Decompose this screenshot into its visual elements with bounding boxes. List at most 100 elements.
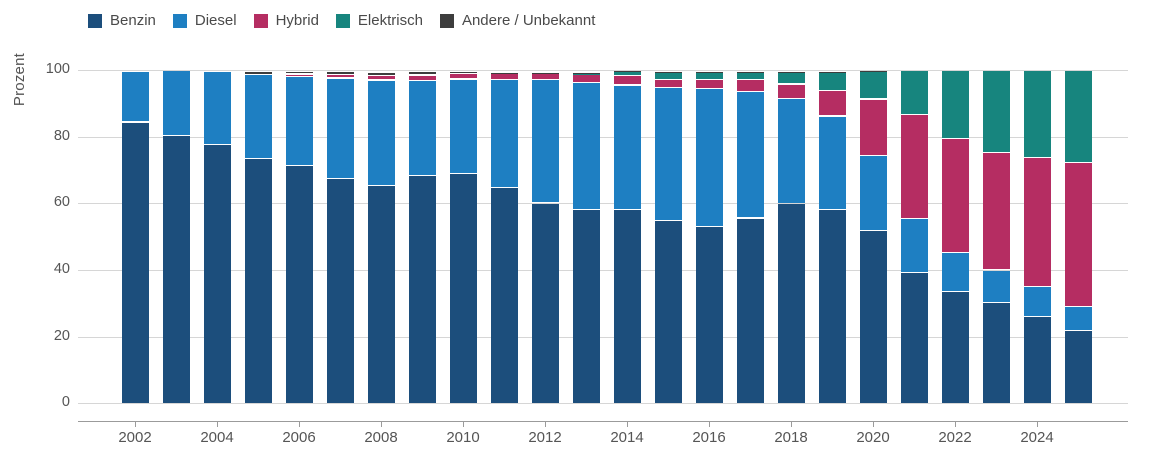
bar-segment-diesel-2016[interactable] <box>695 88 723 226</box>
bar-segment-elektrisch-2020[interactable] <box>859 71 887 99</box>
bar-segment-elektrisch-2014[interactable] <box>613 72 641 75</box>
bar-segment-hybrid-2010[interactable] <box>449 74 477 79</box>
bar-segment-diesel-2010[interactable] <box>449 79 477 174</box>
bar-segment-andere-unbekannt-2014[interactable] <box>613 71 641 73</box>
bar-segment-diesel-2006[interactable] <box>285 76 313 166</box>
bar-segment-hybrid-2024[interactable] <box>1023 157 1051 287</box>
bar-segment-hybrid-2009[interactable] <box>408 75 436 80</box>
bar-segment-benzin-2006[interactable] <box>285 166 313 403</box>
bar-segment-benzin-2005[interactable] <box>244 158 272 403</box>
bar-segment-diesel-2013[interactable] <box>572 82 600 210</box>
bar-segment-hybrid-2020[interactable] <box>859 99 887 155</box>
legend-item-diesel[interactable]: Diesel <box>172 13 237 29</box>
bar-segment-hybrid-2025[interactable] <box>1064 162 1092 307</box>
bar-segment-benzin-2002[interactable] <box>121 122 149 403</box>
bar-segment-benzin-2014[interactable] <box>613 209 641 403</box>
bar-segment-andere-unbekannt-2019[interactable] <box>818 71 846 73</box>
bar-segment-elektrisch-2025[interactable] <box>1064 70 1092 162</box>
bar-segment-andere-unbekannt-2008[interactable] <box>367 72 395 75</box>
legend-item-hybrid[interactable]: Hybrid <box>253 13 319 29</box>
bar-segment-benzin-2019[interactable] <box>818 209 846 403</box>
bar-segment-benzin-2010[interactable] <box>449 174 477 403</box>
bar-segment-hybrid-2015[interactable] <box>654 79 682 88</box>
bar-segment-diesel-2009[interactable] <box>408 80 436 176</box>
bar-segment-diesel-2019[interactable] <box>818 116 846 209</box>
bar-segment-hybrid-2017[interactable] <box>736 79 764 92</box>
bar-segment-benzin-2017[interactable] <box>736 218 764 403</box>
bar-segment-hybrid-2013[interactable] <box>572 74 600 82</box>
bar-segment-benzin-2022[interactable] <box>941 292 969 403</box>
bar-segment-andere-unbekannt-2020[interactable] <box>859 71 887 73</box>
bar-segment-hybrid-2007[interactable] <box>326 75 354 78</box>
bar-segment-elektrisch-2016[interactable] <box>695 72 723 79</box>
bar-segment-benzin-2003[interactable] <box>162 135 190 403</box>
bar-segment-andere-unbekannt-2007[interactable] <box>326 71 354 75</box>
bar-segment-benzin-2021[interactable] <box>900 273 928 403</box>
bar-segment-elektrisch-2021[interactable] <box>900 70 928 115</box>
bar-segment-diesel-2021[interactable] <box>900 218 928 273</box>
bar-segment-diesel-2003[interactable] <box>162 71 190 135</box>
bar-segment-diesel-2023[interactable] <box>982 270 1010 303</box>
bar-segment-hybrid-2016[interactable] <box>695 79 723 88</box>
bar-segment-hybrid-2022[interactable] <box>941 138 969 252</box>
bar-segment-diesel-2020[interactable] <box>859 155 887 231</box>
bar-segment-benzin-2015[interactable] <box>654 221 682 403</box>
bar-segment-elektrisch-2022[interactable] <box>941 70 969 138</box>
bar-segment-hybrid-2014[interactable] <box>613 75 641 85</box>
bar-segment-hybrid-2008[interactable] <box>367 75 395 80</box>
bar-segment-andere-unbekannt-2012[interactable] <box>531 72 559 74</box>
bar-segment-benzin-2025[interactable] <box>1064 331 1092 403</box>
bar-segment-diesel-2002[interactable] <box>121 71 149 122</box>
bar-segment-diesel-2025[interactable] <box>1064 307 1092 331</box>
bar-segment-benzin-2020[interactable] <box>859 231 887 403</box>
bar-segment-andere-unbekannt-2005[interactable] <box>244 71 272 74</box>
bar-segment-diesel-2018[interactable] <box>777 98 805 203</box>
bar-segment-elektrisch-2019[interactable] <box>818 72 846 90</box>
bar-segment-benzin-2012[interactable] <box>531 203 559 403</box>
bar-segment-diesel-2007[interactable] <box>326 78 354 178</box>
bar-segment-elektrisch-2018[interactable] <box>777 72 805 84</box>
bar-segment-diesel-2022[interactable] <box>941 252 969 292</box>
bar-segment-hybrid-2021[interactable] <box>900 115 928 218</box>
bar-segment-hybrid-2018[interactable] <box>777 84 805 98</box>
bar-segment-elektrisch-2015[interactable] <box>654 73 682 79</box>
bar-segment-hybrid-2011[interactable] <box>490 73 518 79</box>
bar-segment-diesel-2014[interactable] <box>613 85 641 209</box>
bar-segment-benzin-2011[interactable] <box>490 188 518 403</box>
bar-segment-diesel-2015[interactable] <box>654 88 682 221</box>
bar-segment-diesel-2004[interactable] <box>203 72 231 144</box>
bar-segment-hybrid-2012[interactable] <box>531 73 559 80</box>
bar-segment-elektrisch-2017[interactable] <box>736 72 764 79</box>
bar-segment-andere-unbekannt-2011[interactable] <box>490 72 518 74</box>
bar-segment-andere-unbekannt-2006[interactable] <box>285 71 313 74</box>
bar-segment-benzin-2009[interactable] <box>408 176 436 403</box>
bar-segment-andere-unbekannt-2015[interactable] <box>654 72 682 74</box>
bar-segment-diesel-2017[interactable] <box>736 92 764 218</box>
bar-segment-andere-unbekannt-2009[interactable] <box>408 72 436 75</box>
bar-segment-andere-unbekannt-2018[interactable] <box>777 71 805 73</box>
bar-segment-diesel-2008[interactable] <box>367 80 395 185</box>
bar-segment-hybrid-2006[interactable] <box>285 74 313 76</box>
bar-segment-benzin-2016[interactable] <box>695 226 723 403</box>
legend-item-benzin[interactable]: Benzin <box>88 13 156 29</box>
bar-segment-andere-unbekannt-2013[interactable] <box>572 72 600 74</box>
bar-segment-diesel-2024[interactable] <box>1023 287 1051 317</box>
bar-segment-diesel-2012[interactable] <box>531 80 559 203</box>
bar-segment-benzin-2024[interactable] <box>1023 317 1051 403</box>
bar-segment-hybrid-2023[interactable] <box>982 153 1010 270</box>
legend-item-elektrisch[interactable]: Elektrisch <box>335 13 423 29</box>
bar-segment-benzin-2013[interactable] <box>572 210 600 403</box>
bar-segment-benzin-2023[interactable] <box>982 303 1010 403</box>
bar-segment-elektrisch-2023[interactable] <box>982 70 1010 153</box>
bar-segment-benzin-2004[interactable] <box>203 144 231 403</box>
bar-segment-diesel-2005[interactable] <box>244 74 272 158</box>
bar-segment-andere-unbekannt-2017[interactable] <box>736 71 764 73</box>
bar-segment-elektrisch-2013[interactable] <box>572 73 600 75</box>
bar-segment-andere-unbekannt-2016[interactable] <box>695 72 723 74</box>
bar-segment-hybrid-2019[interactable] <box>818 90 846 116</box>
bar-segment-elektrisch-2024[interactable] <box>1023 70 1051 157</box>
bar-segment-andere-unbekannt-2010[interactable] <box>449 72 477 74</box>
bar-segment-diesel-2011[interactable] <box>490 79 518 188</box>
bar-segment-benzin-2008[interactable] <box>367 185 395 403</box>
legend-item-andere-unbekannt[interactable]: Andere / Unbekannt <box>439 13 595 29</box>
